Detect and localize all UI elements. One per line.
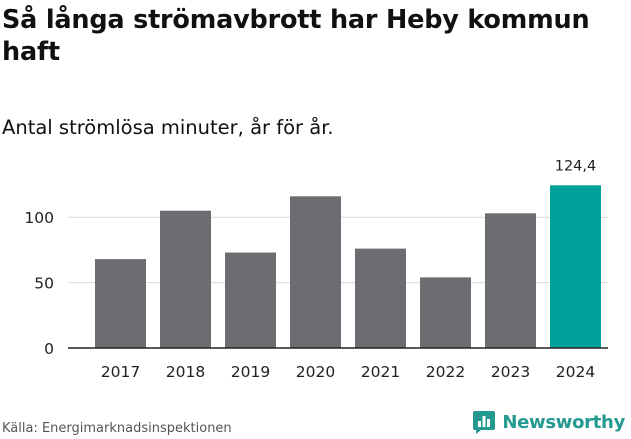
- bar: [160, 210, 211, 348]
- chart-subtitle: Antal strömlösa minuter, år för år.: [2, 116, 334, 139]
- x-tick-label: 2017: [101, 363, 140, 381]
- brand-name: Newsworthy: [502, 411, 625, 433]
- x-tick-label: 2024: [556, 363, 595, 381]
- x-tick-label: 2021: [361, 363, 400, 381]
- y-tick-label: 100: [24, 209, 54, 227]
- data-label: 124,4: [555, 158, 597, 174]
- bar: [225, 252, 276, 348]
- source-note: Källa: Energimarknadsinspektionen: [2, 421, 232, 436]
- bar: [355, 248, 406, 348]
- brand-logo[interactable]: Newsworthy: [472, 410, 625, 434]
- bar: [95, 259, 146, 348]
- x-tick-label: 2022: [426, 363, 465, 381]
- bar-chart: 0 50 100 2017 2018 2019 2020 2021 2022 2023 2024 12…: [24, 158, 608, 381]
- x-tick-label: 2019: [231, 363, 270, 381]
- x-tick-label: 2018: [166, 363, 205, 381]
- x-tick-label: 2020: [296, 363, 335, 381]
- chart-title: Så långa strömavbrott har Heby kommun ha…: [2, 5, 590, 67]
- y-tick-label: 0: [44, 340, 54, 358]
- newsworthy-logo-icon: [473, 411, 496, 434]
- x-tick-label: 2023: [491, 363, 530, 381]
- bar: [420, 277, 471, 348]
- bar: [290, 196, 341, 348]
- bar: [550, 185, 601, 348]
- bar: [485, 213, 536, 348]
- y-tick-label: 50: [34, 275, 54, 293]
